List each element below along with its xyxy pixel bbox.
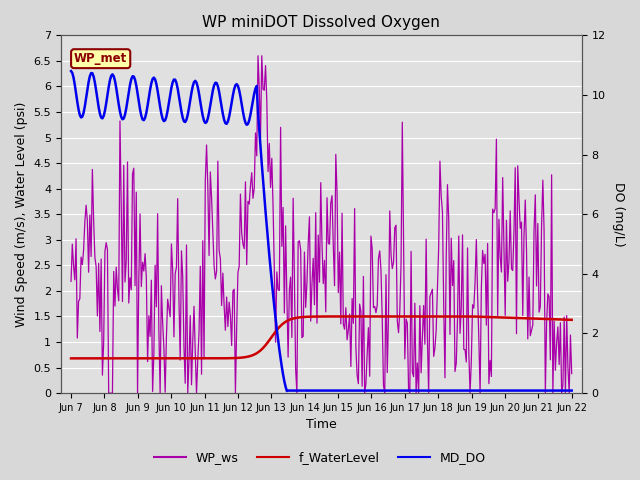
Legend: WP_ws, f_WaterLevel, MD_DO: WP_ws, f_WaterLevel, MD_DO	[149, 446, 491, 469]
Y-axis label: Wind Speed (m/s), Water Level (psi): Wind Speed (m/s), Water Level (psi)	[15, 102, 28, 327]
Text: WP_met: WP_met	[74, 52, 127, 65]
Y-axis label: DO (mg/L): DO (mg/L)	[612, 182, 625, 247]
X-axis label: Time: Time	[306, 419, 337, 432]
Title: WP miniDOT Dissolved Oxygen: WP miniDOT Dissolved Oxygen	[202, 15, 440, 30]
